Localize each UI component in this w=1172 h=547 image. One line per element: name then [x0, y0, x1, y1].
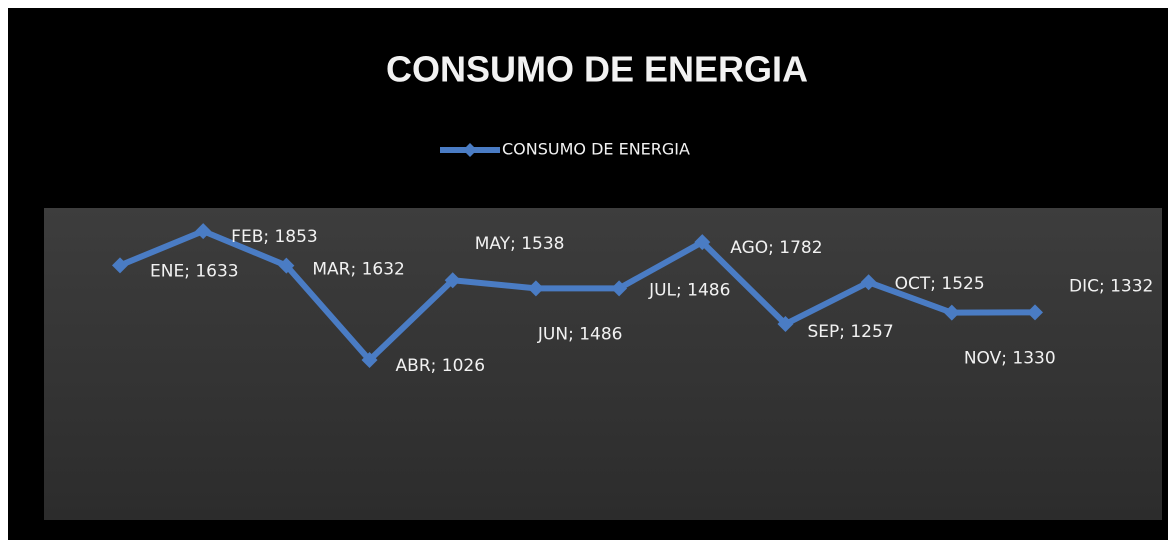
data-label: DIC; 1332	[1069, 276, 1153, 296]
data-label: MAY; 1538	[475, 234, 565, 254]
data-point	[112, 257, 128, 274]
legend-marker	[463, 143, 477, 157]
data-label: JUL; 1486	[648, 280, 730, 300]
data-label: FEB; 1853	[231, 227, 318, 247]
data-point	[527, 280, 544, 297]
data-label: MAR; 1632	[312, 260, 405, 280]
data-point	[860, 274, 877, 291]
data-line	[118, 228, 1036, 364]
data-label: OCT; 1525	[895, 274, 985, 294]
data-label: SEP; 1257	[807, 322, 893, 342]
data-point	[195, 223, 212, 240]
plot-area	[44, 208, 1162, 520]
chart-title: CONSUMO DE ENERGIA	[386, 49, 808, 90]
data-point	[777, 316, 794, 333]
data-point	[278, 257, 295, 274]
legend-label: CONSUMO DE ENERGIA	[502, 140, 690, 159]
data-label: ENE; 1633	[150, 261, 239, 281]
data-point	[694, 234, 711, 251]
data-point	[361, 352, 378, 369]
data-label: AGO; 1782	[730, 238, 822, 258]
data-label: NOV; 1330	[964, 349, 1056, 369]
data-point	[943, 304, 960, 321]
data-point	[444, 272, 461, 289]
data-label: ABR; 1026	[396, 356, 486, 376]
data-point	[1027, 304, 1043, 321]
data-point	[611, 280, 628, 297]
data-label: JUN; 1486	[537, 324, 623, 344]
